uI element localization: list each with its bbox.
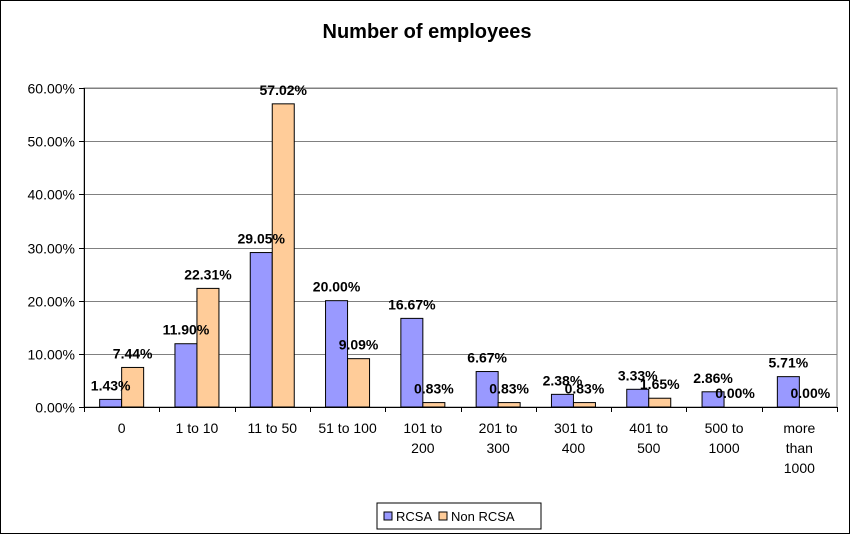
bar-non-rcsa (196, 287, 220, 408)
x-tick-label: 51 to 100 (318, 420, 377, 436)
data-label: 9.09% (339, 337, 379, 353)
x-tick-label: 101 to 200 (403, 420, 442, 456)
bar-rcsa (174, 343, 198, 408)
bar-non-rcsa (648, 397, 672, 408)
bar-non-rcsa (271, 103, 295, 408)
x-tick-label: 1 to 10 (176, 420, 219, 436)
data-labels: 1.43% 7.44% 11.90% 22.31% 29.05% 57.02% 20.00%… (91, 82, 831, 401)
data-label: 0.00% (790, 385, 830, 401)
bar-non-rcsa (572, 402, 596, 408)
data-label: 1.65% (640, 376, 680, 392)
bar-rcsa (249, 252, 273, 408)
legend: RCSA Non RCSA (376, 502, 542, 530)
bar-non-rcsa (422, 402, 446, 408)
data-label: 3.33% (618, 367, 658, 383)
legend-swatch (383, 511, 393, 521)
data-label: 7.44% (113, 345, 153, 361)
chart-title: Number of employees (323, 21, 532, 43)
data-label: 29.05% (238, 231, 286, 247)
bar-rcsa (99, 398, 123, 408)
y-tick-label: 60.00% (28, 81, 75, 97)
data-label: 0.00% (715, 385, 755, 401)
data-label: 6.67% (467, 350, 507, 366)
data-label: 2.86% (693, 370, 733, 386)
data-label: 0.83% (414, 381, 454, 397)
y-tick-label: 0.00% (35, 400, 75, 416)
y-tick-label: 50.00% (28, 134, 75, 150)
legend-swatch (438, 511, 448, 521)
legend-label: Non RCSA (451, 509, 515, 524)
data-label: 57.02% (260, 82, 308, 98)
data-label: 22.31% (184, 266, 232, 282)
legend-label: RCSA (396, 509, 432, 524)
y-tick-label: 20.00% (28, 294, 75, 310)
x-tick-label: 201 to 300 (479, 420, 518, 456)
data-label: 11.90% (163, 322, 210, 338)
data-label: 0.83% (489, 381, 529, 397)
x-tick-label: 0 (118, 420, 126, 436)
data-label: 20.00% (313, 279, 361, 295)
y-tick-label: 30.00% (28, 241, 75, 257)
data-label: 1.43% (91, 377, 131, 393)
y-tick-label: 40.00% (28, 187, 75, 203)
data-label: 0.83% (565, 381, 605, 397)
axes: 0.00% 10.00% 20.00% 30.00% 40.00% 50.00% 60.00… (28, 81, 838, 476)
bar-rcsa (325, 300, 349, 408)
x-tick-label: more than 1000 (783, 420, 815, 476)
y-tick-label: 10.00% (28, 347, 75, 363)
x-tick-label: 11 to 50 (247, 420, 297, 436)
legend-box (376, 502, 542, 530)
x-tick-label: 401 to 500 (629, 420, 668, 456)
bars (99, 103, 800, 408)
x-tick-label: 500 to 1000 (705, 420, 744, 456)
data-label: 2.38% (543, 372, 583, 388)
x-tick-label: 301 to 400 (554, 420, 593, 456)
data-label: 16.67% (388, 296, 436, 312)
data-label: 5.71% (768, 355, 808, 371)
bar-non-rcsa (497, 402, 521, 408)
bar-non-rcsa (347, 358, 371, 408)
